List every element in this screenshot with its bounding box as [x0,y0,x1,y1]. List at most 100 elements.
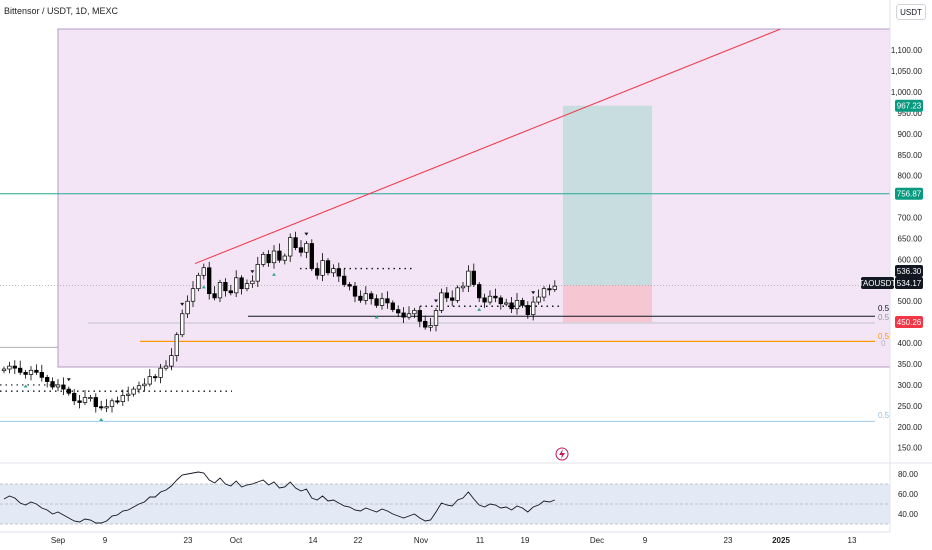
lightning-icon[interactable] [555,447,569,461]
rsi-tick-label: 60.00 [898,490,919,499]
candle [304,243,309,253]
candle [147,376,152,385]
candle [196,274,201,290]
candle [369,293,374,300]
fib-label-orange: 0.5 [878,332,890,341]
candle [379,298,385,306]
price-tick-label: 200.00 [898,423,923,432]
sell-signal-icon [531,291,536,295]
trend-line[interactable] [194,28,781,265]
currency-button[interactable]: USDT [896,4,926,20]
candle [142,383,147,387]
candle [347,284,352,287]
time-tick-label: 11 [476,536,485,545]
price-tick-label: 150.00 [898,444,923,453]
sell-signal-icon [66,378,71,382]
candle [50,381,55,388]
buy-signal-icon [272,272,276,276]
price-tick-label: 1,050.00 [891,67,923,76]
candle [207,267,212,295]
candle [309,243,314,269]
candle [536,296,541,303]
candle [153,376,158,379]
candle [277,250,282,261]
candle [12,365,17,369]
candle [223,282,228,292]
candle [131,388,136,395]
price-tick-label: 650.00 [898,234,923,243]
candle [18,367,23,373]
candle [23,372,28,375]
candle [514,300,520,310]
candle [55,384,61,388]
price-tick-label: 600.00 [898,255,923,264]
candle [390,302,395,310]
chart-title: Bittensor / USDT, 1D, MEXC [4,6,119,16]
buy-signal-icon [374,315,379,319]
signal-markers [23,232,536,421]
candle [396,309,401,314]
candle [450,297,455,301]
buy-signal-icon [99,417,104,421]
time-tick-label: 19 [521,536,530,545]
candle [541,288,547,298]
ticker-tag-bg [861,277,894,289]
target-price-tag-bg [895,99,923,112]
candle [439,292,444,311]
target-zone [563,105,652,286]
candle [77,400,82,403]
candle [34,369,39,373]
candle [39,372,44,378]
candle [358,295,363,301]
time-tick-label: 9 [103,536,108,545]
candle [126,393,131,396]
sell-signal-icon [304,232,309,236]
candle [158,367,163,378]
time-tick-label: 2025 [772,536,790,545]
sell-signal-icon [250,270,255,274]
candle [325,260,331,274]
horizontal-levels [0,193,890,422]
candle [336,268,341,277]
candle [115,400,120,403]
candle [72,392,77,402]
candle [104,406,109,409]
candle [250,280,255,285]
candle [363,293,368,301]
candle [342,275,347,285]
rsi-axis[interactable]: 80.00 60.00 40.00 [898,470,919,519]
candle [244,283,250,290]
candle [169,355,174,367]
stop-price-tag-bg [895,316,923,329]
resistance-price-tag-bg [895,187,923,200]
price-tick-label: 350.00 [898,360,923,369]
candle [1,368,7,372]
time-tick-label: 13 [848,536,857,545]
buy-signal-icon [477,307,482,311]
candle [531,301,536,315]
sell-signal-icon [434,299,438,303]
time-tick-label: 23 [724,536,733,545]
candle [509,302,514,310]
rsi-tick-label: 80.00 [898,470,919,479]
buy-signal-icon [23,384,28,388]
candle [120,395,125,403]
candle [417,310,422,322]
rsi-line [3,471,555,524]
candle [423,320,428,328]
candle [320,260,325,276]
candle [234,277,239,294]
price-tick-label: 950.00 [898,109,923,118]
candle [261,254,266,265]
candle [498,297,503,305]
candle [201,267,206,276]
candle [61,384,66,390]
time-axis[interactable]: Sep 9 23 Oct 14 22 Nov 11 19 Dec 9 23 2025 13 [51,536,857,545]
price-tick-label: 250.00 [898,402,923,411]
candle [93,397,98,408]
candle [401,312,406,318]
candle [288,237,293,257]
candle [99,406,104,409]
